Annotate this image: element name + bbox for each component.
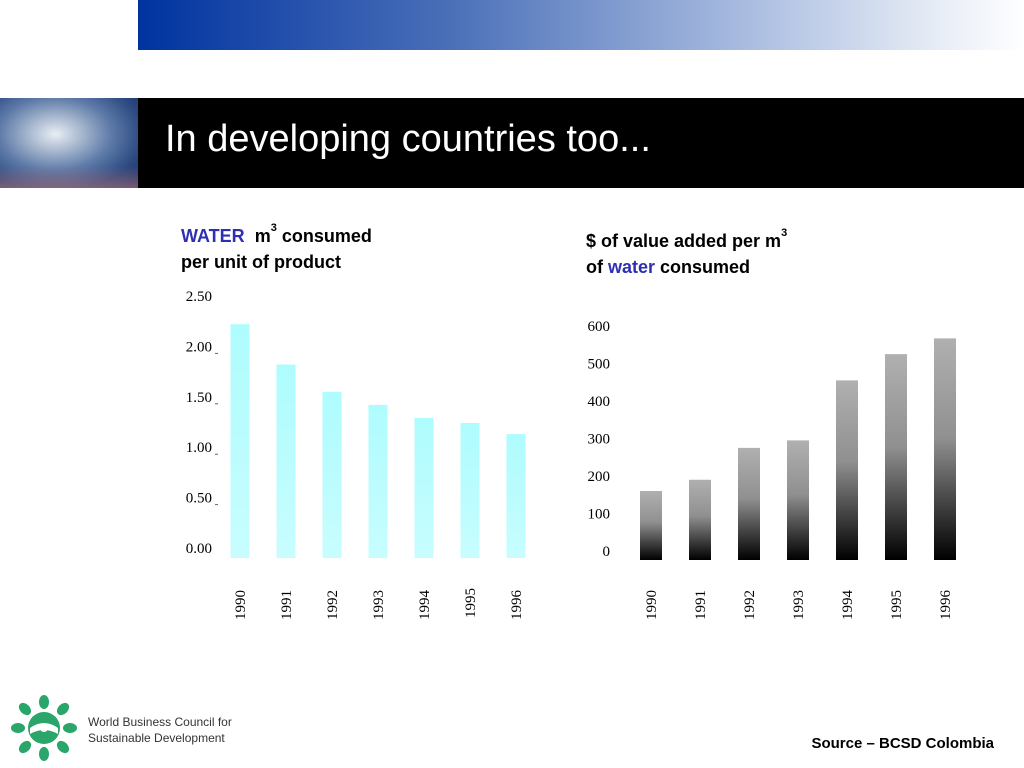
bar-1991 [689, 479, 711, 560]
bar-1996 [506, 434, 526, 558]
right-title-exponent: 3 [781, 227, 788, 239]
right-title-rest: consumed [655, 257, 751, 277]
right-chart-title: $ of value added per m3 of water consume… [586, 228, 787, 280]
left-title-line2: per unit of product [181, 252, 341, 272]
water-per-unit-chart: 0.00 0.50 1.00 1.50 2.00 2.50 1990 1991 1992 1993… [186, 289, 526, 621]
bar-1994 [836, 380, 858, 560]
y-tick-label: 0.00 [186, 541, 212, 557]
y-tick-label: 0 [603, 544, 611, 560]
left-title-exponent: 3 [270, 222, 277, 234]
y-tick-label: 200 [588, 469, 611, 485]
right-title-line1: $ of value added per m [586, 231, 782, 251]
x-tick-label: 1995 [889, 590, 905, 620]
bar-1993 [787, 440, 809, 560]
org-name-line1: World Business Council for [88, 715, 232, 729]
x-tick-label: 1996 [938, 590, 954, 621]
y-tick-label: 300 [588, 432, 611, 448]
org-name: World Business Council for Sustainable D… [88, 714, 232, 746]
bar-1992 [738, 447, 760, 560]
bar-1991 [276, 364, 296, 558]
y-tick-label: 1.00 [186, 440, 212, 456]
left-title-rest: consumed [276, 226, 372, 246]
y-tick-label: 2.00 [186, 339, 212, 355]
wbcsd-logo-icon [11, 695, 77, 761]
bar-1990 [640, 491, 662, 560]
x-tick-label: 1992 [325, 590, 341, 620]
y-tick-label: 100 [588, 507, 611, 523]
left-title-water: WATER [181, 226, 245, 246]
x-tick-label: 1994 [417, 590, 433, 621]
x-tick-label: 1990 [233, 590, 249, 620]
x-tick-label: 1993 [371, 590, 387, 620]
x-tick-label: 1996 [509, 590, 525, 621]
bar-1995 [885, 354, 907, 560]
x-tick-label: 1994 [840, 590, 856, 621]
bar-1992 [322, 391, 342, 558]
bar-1995 [460, 423, 480, 558]
bar-1994 [414, 417, 434, 558]
y-tick-label: 400 [588, 394, 611, 410]
x-tick-label: 1990 [644, 590, 660, 620]
header-gradient-band [138, 0, 1024, 50]
title-bar [0, 98, 1024, 188]
sky-image [0, 98, 138, 188]
left-chart-title: WATER m3 consumed per unit of product [181, 223, 372, 275]
x-tick-label: 1991 [693, 590, 709, 620]
x-tick-label: 1991 [279, 590, 295, 620]
y-tick-label: 2.50 [186, 289, 212, 305]
bar-1996 [934, 338, 956, 560]
x-tick-label: 1992 [742, 590, 758, 620]
org-name-line2: Sustainable Development [88, 731, 225, 745]
x-tick-label: 1995 [463, 588, 479, 618]
bar-1993 [368, 404, 388, 558]
y-tick-label: 1.50 [186, 390, 212, 406]
y-tick-label: 500 [588, 357, 611, 373]
left-title-m: m [254, 226, 271, 246]
bar-1990 [230, 324, 250, 558]
source-note: Source – BCSD Colombia [811, 735, 994, 752]
right-title-of: of [586, 257, 608, 277]
right-title-water: water [608, 257, 656, 277]
y-tick-label: 600 [588, 319, 611, 335]
x-tick-label: 1993 [791, 590, 807, 620]
y-tick-label: 0.50 [186, 491, 212, 507]
value-added-chart: 0 100 200 300 400 500 600 1990 1991 1992 1993 1994 1… [588, 319, 956, 621]
slide-title: In developing countries too... [165, 118, 651, 160]
